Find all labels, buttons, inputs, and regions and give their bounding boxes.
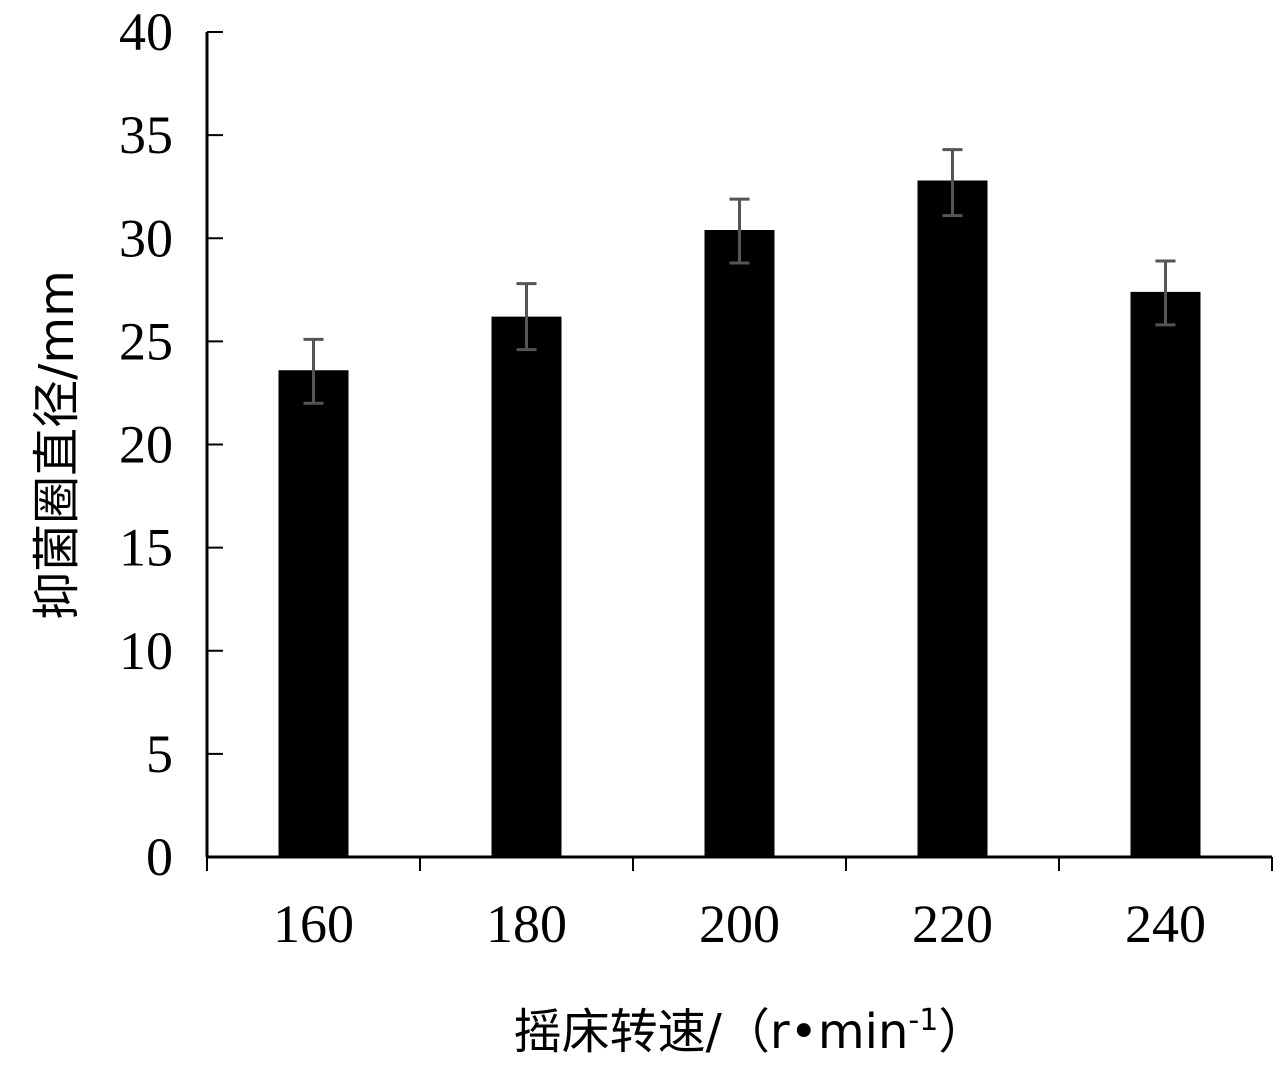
- bar: [917, 180, 988, 857]
- x-axis-title: 摇床转速/（r•min-1）: [514, 1003, 987, 1060]
- bar-group: [278, 180, 1201, 857]
- bar: [491, 316, 562, 857]
- bar: [704, 230, 775, 857]
- y-tick-label: 10: [119, 621, 173, 681]
- x-tick-label: 200: [699, 894, 780, 954]
- x-axis-title-end: ）: [938, 1004, 986, 1060]
- y-tick-label: 20: [119, 415, 173, 475]
- x-tick-label: 220: [912, 894, 993, 954]
- y-tick-label: 25: [119, 311, 173, 371]
- x-tick-label: 240: [1125, 894, 1206, 954]
- error-bar-group: [303, 148, 1176, 405]
- bar: [1130, 291, 1201, 857]
- y-ticks: 0 5 10 15 20 25 30 35 40: [119, 2, 223, 887]
- y-tick-label: 30: [119, 208, 173, 268]
- bar: [278, 370, 349, 857]
- y-tick-label: 35: [119, 105, 173, 165]
- x-ticks: 160 180 200 220 240: [206, 857, 1273, 954]
- y-tick-label: 15: [119, 518, 173, 578]
- y-axis-title: 抑菌圈直径/mm: [29, 270, 85, 620]
- y-tick-label: 0: [146, 827, 173, 887]
- x-axis-title-main: 摇床转速/（r•min: [514, 1004, 909, 1060]
- x-axis-title-sup: -1: [908, 1003, 938, 1038]
- y-tick-label: 5: [146, 724, 173, 784]
- x-tick-label: 160: [273, 894, 354, 954]
- x-tick-label: 180: [486, 894, 567, 954]
- y-tick-label: 40: [119, 2, 173, 62]
